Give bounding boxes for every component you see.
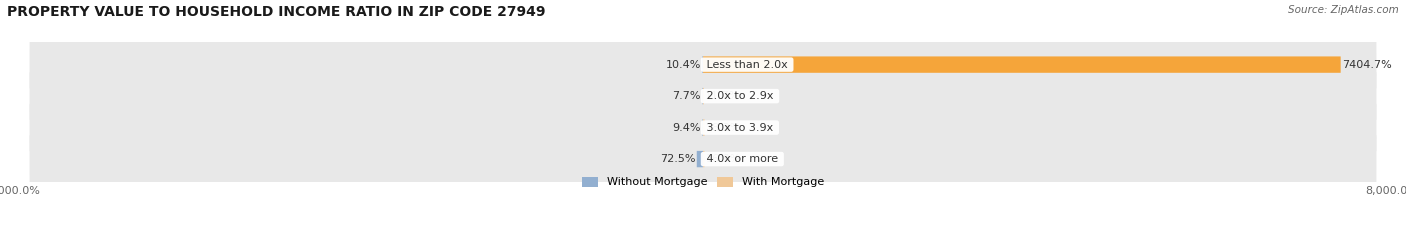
Text: 16.9%: 16.9%: [706, 154, 741, 164]
Text: 2.0x to 2.9x: 2.0x to 2.9x: [703, 91, 778, 101]
Text: Less than 2.0x: Less than 2.0x: [703, 60, 792, 70]
Text: 7.7%: 7.7%: [672, 91, 702, 101]
Text: 18.3%: 18.3%: [706, 123, 741, 133]
Text: Source: ZipAtlas.com: Source: ZipAtlas.com: [1288, 5, 1399, 15]
FancyBboxPatch shape: [30, 104, 1376, 151]
FancyBboxPatch shape: [30, 135, 1376, 183]
Text: 11.7%: 11.7%: [706, 91, 741, 101]
Text: 7404.7%: 7404.7%: [1341, 60, 1392, 70]
FancyBboxPatch shape: [697, 151, 703, 167]
Text: 72.5%: 72.5%: [659, 154, 696, 164]
FancyBboxPatch shape: [703, 119, 704, 136]
Text: PROPERTY VALUE TO HOUSEHOLD INCOME RATIO IN ZIP CODE 27949: PROPERTY VALUE TO HOUSEHOLD INCOME RATIO…: [7, 5, 546, 19]
Text: 10.4%: 10.4%: [665, 60, 700, 70]
FancyBboxPatch shape: [30, 41, 1376, 88]
Legend: Without Mortgage, With Mortgage: Without Mortgage, With Mortgage: [582, 177, 824, 187]
FancyBboxPatch shape: [30, 72, 1376, 120]
Text: 9.4%: 9.4%: [672, 123, 702, 133]
Text: 3.0x to 3.9x: 3.0x to 3.9x: [703, 123, 776, 133]
Text: 4.0x or more: 4.0x or more: [703, 154, 782, 164]
FancyBboxPatch shape: [703, 151, 704, 167]
FancyBboxPatch shape: [703, 56, 1341, 73]
